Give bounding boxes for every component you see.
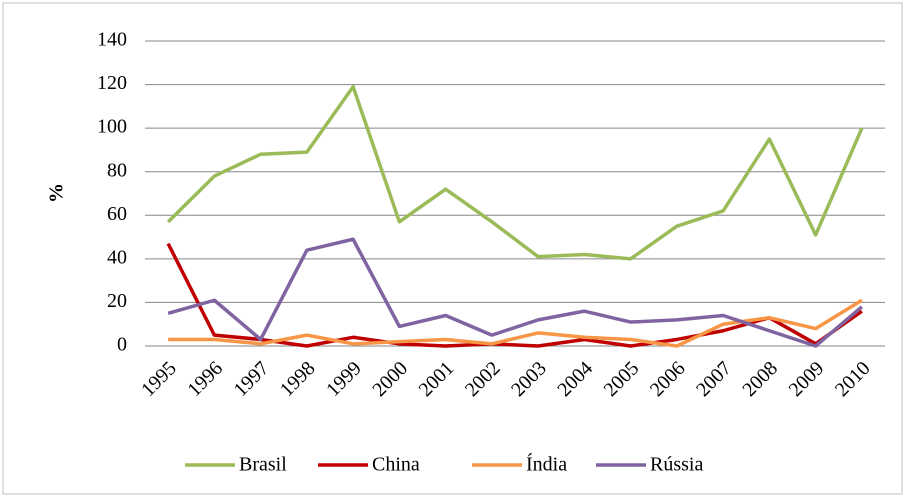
y-axis-title: % — [46, 183, 68, 203]
legend-label: Rússia — [650, 454, 703, 476]
y-tick-label: 80 — [107, 159, 127, 181]
y-tick-label: 0 — [117, 334, 127, 356]
y-tick-label: 40 — [107, 246, 127, 268]
y-tick-label: 140 — [97, 29, 127, 51]
series-line — [168, 298, 863, 348]
legend-label: China — [372, 454, 420, 476]
chart-frame — [2, 2, 903, 495]
y-tick-label: 120 — [97, 72, 127, 94]
legend-label: Índia — [526, 453, 567, 476]
legend-label: Brasil — [239, 454, 287, 476]
series-line — [166, 85, 864, 261]
y-tick-label: 20 — [107, 290, 127, 312]
y-tick-label: 100 — [97, 116, 127, 138]
series-line — [167, 237, 864, 348]
y-tick-label: 60 — [107, 203, 127, 225]
